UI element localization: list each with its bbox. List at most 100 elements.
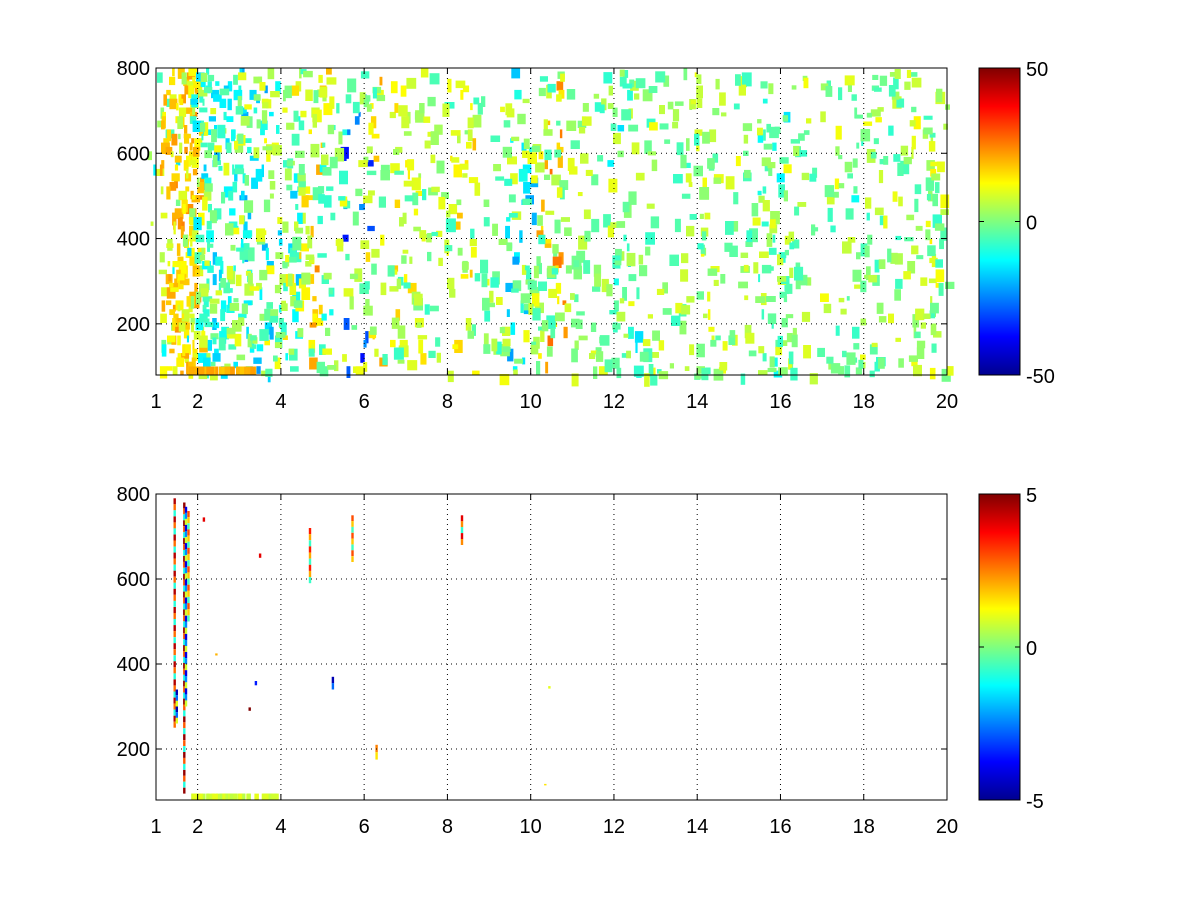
heatmap-cell xyxy=(854,107,858,119)
heatmap-cell xyxy=(420,68,429,78)
heatmap-cell xyxy=(545,210,555,215)
heatmap-cell xyxy=(297,328,304,338)
heatmap-cell xyxy=(779,291,787,298)
heatmap-cell xyxy=(903,156,912,165)
heatmap-cell xyxy=(389,286,399,292)
heatmap-cell xyxy=(415,190,422,196)
heatmap-cell xyxy=(283,89,286,102)
heatmap-cell xyxy=(183,133,191,139)
heatmap-cell xyxy=(847,237,856,243)
heatmap-cell xyxy=(206,220,212,230)
heatmap-cell xyxy=(196,72,205,82)
heatmap-cell xyxy=(794,206,800,216)
heatmap-cell xyxy=(207,74,215,82)
heatmap-cell xyxy=(916,340,926,349)
heatmap-cell xyxy=(190,322,195,333)
heatmap-cell xyxy=(700,252,705,257)
heatmap-cell xyxy=(358,111,361,117)
heatmap-cell xyxy=(269,309,279,320)
heatmap-cell xyxy=(352,211,359,226)
heatmap-cell xyxy=(229,366,235,375)
heatmap-cell xyxy=(681,193,691,199)
heatmap-cell xyxy=(256,119,261,129)
heatmap-segment xyxy=(183,532,186,539)
heatmap-cell xyxy=(789,267,794,278)
heatmap-segment xyxy=(184,561,188,568)
heatmap-cell xyxy=(184,107,193,114)
y-tick-label: 600 xyxy=(117,569,150,591)
heatmap-cell xyxy=(247,793,251,800)
heatmap-cell xyxy=(191,230,199,241)
heatmap-cell xyxy=(541,320,549,332)
heatmap-cell xyxy=(233,89,243,101)
heatmap-cell xyxy=(634,93,640,100)
heatmap-cell xyxy=(471,324,476,336)
heatmap-cell xyxy=(290,85,300,96)
heatmap-cell xyxy=(429,305,439,312)
heatmap-cell xyxy=(574,340,579,350)
heatmap-cell xyxy=(467,326,471,334)
heatmap-cell xyxy=(329,96,335,109)
heatmap-cell xyxy=(930,133,934,144)
heatmap-cell xyxy=(883,215,888,229)
heatmap-cell xyxy=(300,110,307,118)
heatmap-cell xyxy=(355,366,364,376)
heatmap-segment xyxy=(184,676,188,683)
heatmap-cell xyxy=(662,308,672,315)
heatmap-cell xyxy=(713,279,719,286)
heatmap-cell xyxy=(536,256,541,265)
heatmap-cell xyxy=(204,150,212,159)
heatmap-cell xyxy=(758,195,765,203)
heatmap-cell xyxy=(207,265,214,273)
heatmap-cell xyxy=(712,108,720,116)
heatmap-cell xyxy=(292,236,302,251)
heatmap-cell xyxy=(403,180,414,187)
heatmap-cell xyxy=(895,337,901,342)
heatmap-cell xyxy=(860,318,867,326)
heatmap-cell xyxy=(403,274,408,285)
heatmap-cell xyxy=(391,317,400,329)
heatmap-cell xyxy=(342,354,347,362)
heatmap-cell xyxy=(604,359,613,373)
heatmap-cell xyxy=(427,96,436,107)
heatmap-cell xyxy=(167,261,171,267)
heatmap-cell xyxy=(583,260,591,274)
heatmap-cell xyxy=(266,99,272,109)
heatmap-cell xyxy=(255,168,263,182)
heatmap-cell xyxy=(823,303,832,314)
heatmap-cell xyxy=(860,354,866,360)
heatmap-cell xyxy=(702,177,707,189)
heatmap-cell xyxy=(203,309,210,317)
heatmap-cell xyxy=(430,154,436,164)
heatmap-cell xyxy=(801,172,810,181)
heatmap-cell xyxy=(866,212,870,221)
heatmap-cell xyxy=(597,155,604,162)
heatmap-segment xyxy=(183,579,186,586)
heatmap-segment xyxy=(183,639,186,646)
heatmap-cell xyxy=(198,353,207,363)
heatmap-cell xyxy=(675,302,683,314)
heatmap-cell xyxy=(607,225,614,238)
heatmap-cell xyxy=(172,304,176,312)
heatmap-cell xyxy=(172,265,175,275)
heatmap-segment xyxy=(183,609,186,616)
heatmap-cell xyxy=(407,159,415,171)
heatmap-cell xyxy=(775,346,783,356)
heatmap-cell xyxy=(611,357,620,369)
heatmap-cell xyxy=(599,104,605,114)
heatmap-cell xyxy=(209,304,218,314)
heatmap-cell xyxy=(253,357,262,364)
heatmap-cell xyxy=(795,275,801,290)
heatmap-cell xyxy=(267,68,275,80)
heatmap-cell xyxy=(424,140,431,149)
heatmap-cell xyxy=(269,326,274,340)
heatmap-cell xyxy=(519,230,523,243)
heatmap-cell xyxy=(728,335,736,345)
heatmap-cell xyxy=(689,214,697,220)
heatmap-cell xyxy=(719,362,728,371)
heatmap-segment xyxy=(187,517,190,524)
heatmap-cell xyxy=(298,181,306,196)
heatmap-cell xyxy=(789,242,795,250)
heatmap-cell xyxy=(192,793,198,800)
heatmap-cell xyxy=(522,150,530,158)
